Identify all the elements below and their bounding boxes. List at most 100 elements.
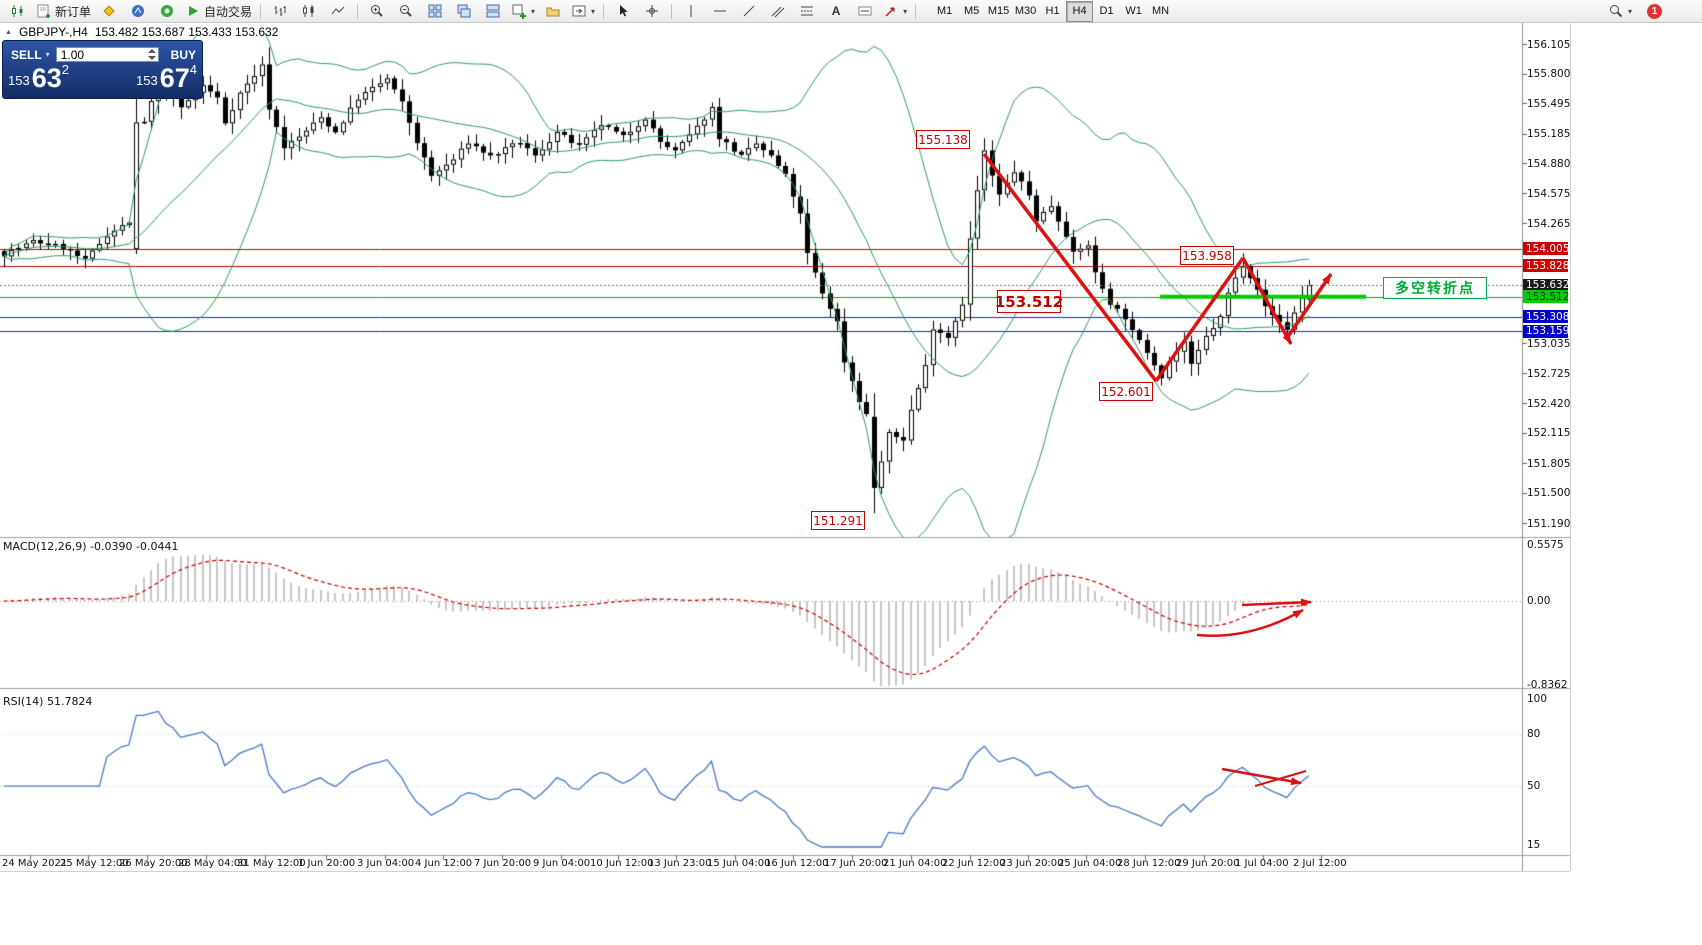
buy-price-big: 67 <box>159 63 190 93</box>
toolbar-separator <box>671 3 673 19</box>
new-order-button[interactable]: 新订单 <box>33 0 94 22</box>
new-chart-button[interactable]: ▾ <box>508 0 538 22</box>
volume-down-icon <box>148 56 157 60</box>
chart-right-border <box>1570 23 1571 871</box>
arrows-tool-icon <box>885 7 895 17</box>
volume-field <box>55 47 159 62</box>
trendline-icon <box>743 5 755 17</box>
search-button[interactable]: ▾ <box>1605 0 1635 22</box>
market-watch-icon <box>132 5 145 17</box>
trendline-button[interactable] <box>735 0 763 22</box>
timeframe-m15[interactable]: M15 <box>987 5 1010 17</box>
tile-windows-icon <box>428 4 442 18</box>
toolbar-separator <box>357 3 359 19</box>
zoom-in-icon <box>371 5 383 17</box>
timeframe-mn[interactable]: MN <box>1152 5 1170 17</box>
arrange-windows-icon <box>486 4 500 18</box>
main-toolbar: 新订单 自动交易 ▾ ▾ A ▾ M1 M5 M15 M30 H1 H4 D1 W1 MN ▾ … <box>0 0 1702 23</box>
zoom-in-button[interactable] <box>363 0 391 22</box>
macd-label: MACD(12,26,9) -0.0390 -0.0441 <box>3 540 179 553</box>
chart-bottom-border <box>0 871 1570 872</box>
buy-price-sup: 4 <box>189 62 197 77</box>
buy-label: BUY <box>170 47 196 62</box>
chart-shift-icon <box>572 5 586 17</box>
text-label-button[interactable] <box>851 0 879 22</box>
metaeditor-icon <box>103 5 115 17</box>
arrange-windows-button[interactable] <box>479 0 507 22</box>
chart-symbol: GBPJPY-,H4 <box>18 25 88 39</box>
candlestick-chart-icon <box>303 5 314 17</box>
chart-ohlc: 153.482 153.687 153.433 153.632 <box>94 25 279 39</box>
buy-button[interactable]: 153 67 4 <box>136 62 197 93</box>
metaeditor-button[interactable] <box>95 0 123 22</box>
caret-down-icon: ▾ <box>903 6 908 16</box>
line-chart-button[interactable] <box>324 0 352 22</box>
crosshair-button[interactable] <box>638 0 666 22</box>
timeframe-w1[interactable]: W1 <box>1125 5 1142 17</box>
profiles-button[interactable] <box>539 0 567 22</box>
notification-badge[interactable]: 1 <box>1647 3 1662 19</box>
chart-canvas[interactable] <box>0 23 1570 871</box>
timeframe-m5[interactable]: M5 <box>963 5 980 17</box>
text-button[interactable]: A <box>822 0 850 22</box>
fibonacci-icon <box>801 6 814 16</box>
sell-label: SELL <box>11 47 42 62</box>
channel-icon <box>771 6 785 18</box>
arrows-tool-button[interactable]: ▾ <box>880 0 910 22</box>
zoom-out-icon <box>400 5 412 17</box>
community-icon <box>161 5 174 17</box>
search-icon <box>1609 5 1623 18</box>
cursor-button[interactable] <box>609 0 637 22</box>
profiles-icon <box>546 7 560 17</box>
cascade-windows-icon <box>457 4 471 18</box>
charts-button[interactable] <box>4 0 32 22</box>
volume-dropdown-caret-icon[interactable]: ▾ <box>45 50 50 59</box>
candlestick-chart-button[interactable] <box>295 0 323 22</box>
trade-panel-prices: 153 63 2 153 67 4 <box>3 62 202 93</box>
new-chart-icon <box>512 4 527 19</box>
market-watch-button[interactable] <box>124 0 152 22</box>
rsi-label: RSI(14) 51.7824 <box>3 695 93 708</box>
tile-windows-button[interactable] <box>421 0 449 22</box>
timeframe-h1[interactable]: H1 <box>1045 5 1060 17</box>
trade-panel-top-row: SELL ▾ BUY <box>3 41 202 65</box>
text-label-icon <box>858 6 872 16</box>
autotrading-label: 自动交易 <box>204 4 253 19</box>
new-order-label: 新订单 <box>55 4 92 19</box>
toolbar-separator <box>915 3 917 19</box>
community-button[interactable] <box>153 0 181 22</box>
caret-down-icon: ▾ <box>1627 6 1632 16</box>
volume-input[interactable] <box>55 47 159 62</box>
horizontal-line-button[interactable] <box>706 0 734 22</box>
new-order-icon <box>37 4 50 18</box>
autotrading-play-icon <box>189 6 199 16</box>
sell-button[interactable]: 153 63 2 <box>8 62 69 93</box>
chart-title-marker-icon: ▲ <box>5 28 12 36</box>
channel-button[interactable] <box>764 0 792 22</box>
timeframe-h4[interactable]: H4 <box>1066 0 1094 22</box>
line-chart-icon <box>331 6 345 15</box>
cascade-windows-button[interactable] <box>450 0 478 22</box>
zoom-out-button[interactable] <box>392 0 420 22</box>
timeframe-m30[interactable]: M30 <box>1014 5 1037 17</box>
sell-price-prefix: 153 <box>8 73 30 88</box>
charts-icon <box>12 5 23 17</box>
caret-down-icon: ▾ <box>591 6 596 16</box>
bar-chart-icon <box>274 6 286 16</box>
volume-steppers[interactable] <box>147 48 158 61</box>
chart-shift-button[interactable]: ▾ <box>568 0 598 22</box>
autotrading-button[interactable]: 自动交易 <box>182 0 255 22</box>
vertical-line-button[interactable] <box>677 0 705 22</box>
chart-title: ▲ GBPJPY-,H4 153.482 153.687 153.433 153… <box>5 25 278 39</box>
timeframe-d1[interactable]: D1 <box>1099 5 1114 17</box>
sell-price-sup: 2 <box>61 62 69 77</box>
text-tool-icon: A <box>831 4 841 18</box>
timeframe-toolbar: M1 M5 M15 M30 H1 H4 D1 W1 MN <box>931 0 1174 22</box>
sell-price-big: 63 <box>31 63 62 93</box>
timeframe-m1[interactable]: M1 <box>936 5 953 17</box>
fibonacci-button[interactable] <box>793 0 821 22</box>
bar-chart-button[interactable] <box>266 0 294 22</box>
vertical-line-icon <box>690 5 692 17</box>
toolbar-separator <box>603 3 605 19</box>
